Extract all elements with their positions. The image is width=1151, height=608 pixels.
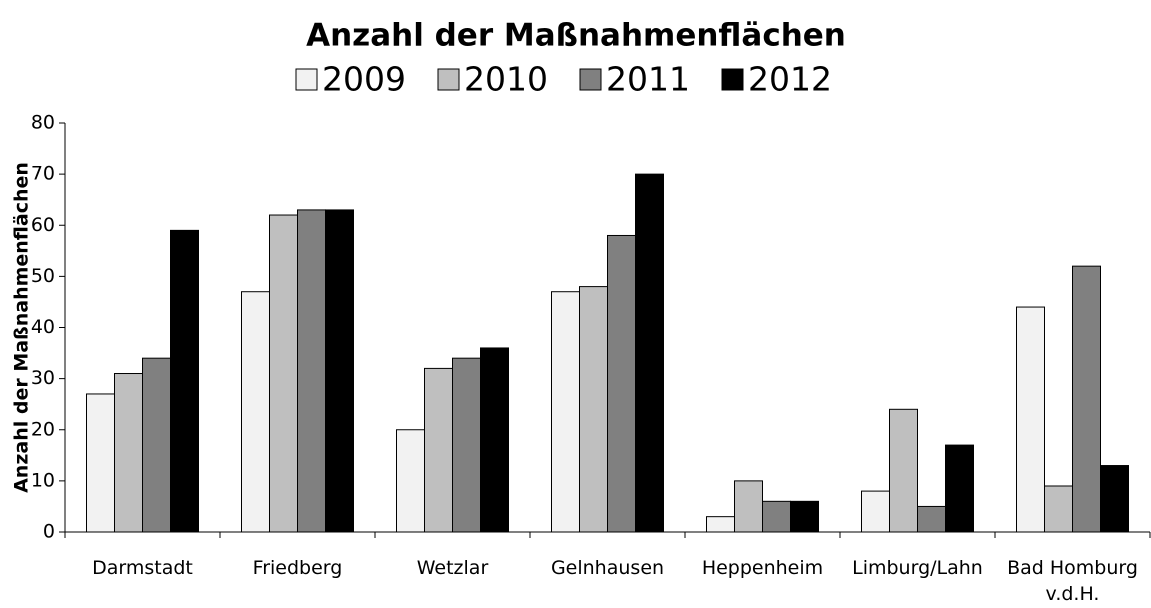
legend-label: 2009 <box>322 60 406 99</box>
bar <box>635 173 664 533</box>
y-tick-label: 70 <box>31 163 55 185</box>
bar <box>86 393 115 533</box>
y-tick-label: 80 <box>31 112 55 134</box>
bar <box>480 347 509 533</box>
legend-swatch <box>437 68 460 91</box>
y-tick-label: 30 <box>31 367 55 389</box>
legend-swatch <box>721 68 744 91</box>
y-tick-label: 40 <box>31 316 55 338</box>
bar <box>607 234 636 533</box>
y-tick-label: 10 <box>31 469 55 491</box>
bar <box>1072 265 1101 533</box>
bar <box>269 214 298 533</box>
legend-label: 2010 <box>464 60 548 99</box>
bar <box>762 500 791 533</box>
bar <box>452 357 481 533</box>
x-tick-label: Friedberg <box>252 557 343 579</box>
bar <box>861 490 890 533</box>
chart-title: Anzahl der Maßnahmenflächen <box>306 18 846 54</box>
bar <box>241 291 270 533</box>
bar <box>790 500 819 533</box>
bar <box>734 480 763 533</box>
x-tick-label: Darmstadt <box>92 557 193 579</box>
legend-label: 2012 <box>748 60 832 99</box>
bar <box>396 429 425 533</box>
x-tick-label: Gelnhausen <box>550 557 665 579</box>
legend-swatch <box>295 68 318 91</box>
x-tick-label: Bad Homburg v.d.H. <box>1007 557 1138 605</box>
y-tick-label: 20 <box>31 418 55 440</box>
bar <box>114 373 143 533</box>
x-tick-label: Limburg/Lahn <box>852 557 983 579</box>
bar <box>551 291 580 533</box>
bar <box>1016 306 1045 533</box>
legend-label: 2011 <box>606 60 690 99</box>
y-tick-label: 0 <box>43 521 55 543</box>
bar <box>1100 465 1129 533</box>
bar <box>945 444 974 533</box>
bar <box>170 229 199 533</box>
x-tick-label: Wetzlar <box>416 557 489 579</box>
y-tick-label: 60 <box>31 214 55 236</box>
x-tick-label: Heppenheim <box>701 557 824 579</box>
bar <box>142 357 171 533</box>
bar <box>889 408 918 533</box>
bar <box>424 367 453 533</box>
bar <box>297 209 326 533</box>
legend-swatch <box>579 68 602 91</box>
y-axis-title: Anzahl der Maßnahmenflächen <box>11 162 33 493</box>
bar <box>325 209 354 533</box>
bar <box>579 286 608 533</box>
bar <box>1044 485 1073 533</box>
bar <box>917 505 946 533</box>
y-tick-label: 50 <box>31 265 55 287</box>
bar <box>706 516 735 533</box>
